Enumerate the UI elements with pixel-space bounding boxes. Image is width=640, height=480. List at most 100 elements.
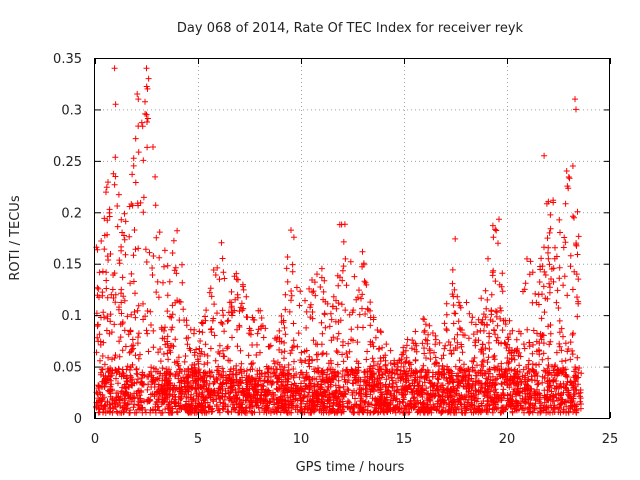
data-point: [228, 309, 235, 315]
data-point: [101, 361, 108, 368]
data-point: [408, 345, 415, 352]
data-point: [297, 288, 304, 295]
data-point: [548, 276, 554, 282]
data-point: [429, 393, 436, 400]
data-point: [364, 409, 371, 416]
data-point: [410, 395, 417, 402]
data-point: [220, 406, 227, 413]
data-point: [169, 393, 176, 400]
data-point: [548, 266, 555, 272]
data-point: [169, 250, 176, 256]
data-point: [563, 168, 570, 174]
data-point: [162, 341, 169, 348]
data-point: [173, 270, 180, 277]
data-point: [569, 351, 576, 358]
data-point: [557, 409, 564, 416]
data-point: [124, 313, 131, 320]
data-point: [445, 339, 452, 345]
data-point: [527, 408, 534, 415]
data-point: [282, 376, 289, 383]
data-point: [487, 370, 493, 377]
data-point: [461, 403, 468, 410]
data-point: [180, 306, 187, 313]
data-point: [115, 380, 121, 387]
data-point: [300, 394, 306, 401]
data-point: [469, 358, 475, 364]
data-point: [567, 339, 574, 346]
data-point: [564, 292, 571, 299]
data-point: [294, 409, 301, 416]
data-point: [452, 310, 459, 317]
data-point: [284, 387, 291, 394]
data-point: [577, 389, 584, 396]
data-point: [233, 362, 240, 369]
data-point: [403, 342, 410, 349]
data-point: [135, 302, 142, 309]
data-point: [224, 408, 231, 415]
x-tick-label: 0: [91, 432, 99, 447]
data-point: [562, 200, 569, 207]
data-point: [268, 365, 275, 372]
data-point: [266, 343, 273, 350]
data-point: [540, 350, 547, 357]
data-point: [535, 301, 542, 308]
data-point: [378, 386, 385, 393]
data-point: [207, 285, 214, 292]
data-point: [212, 392, 218, 399]
data-point: [195, 360, 202, 367]
data-point: [154, 389, 161, 396]
data-point: [169, 302, 176, 309]
data-point: [162, 324, 168, 331]
data-point: [188, 384, 195, 391]
data-point: [126, 367, 133, 373]
data-point: [230, 379, 237, 386]
data-point: [491, 327, 498, 334]
data-point: [309, 289, 316, 296]
data-point: [183, 317, 190, 324]
data-point: [338, 409, 345, 416]
data-point: [360, 324, 366, 331]
data-point: [105, 179, 111, 186]
data-point: [290, 234, 297, 241]
data-point: [153, 366, 159, 373]
chart-title: Day 068 of 2014, Rate Of TEC Index for r…: [177, 21, 524, 36]
data-point: [112, 154, 119, 161]
data-point: [237, 347, 244, 354]
data-point: [547, 338, 554, 345]
data-point: [183, 322, 190, 329]
data-point: [221, 328, 228, 335]
data-point: [466, 310, 473, 317]
data-point: [309, 393, 316, 400]
data-point: [522, 280, 529, 287]
data-point: [150, 327, 157, 334]
data-point: [96, 294, 102, 301]
data-point: [409, 389, 416, 396]
data-point: [345, 387, 352, 394]
data-point: [314, 271, 320, 278]
data-point: [122, 251, 129, 258]
data-point: [276, 335, 283, 342]
data-point: [197, 338, 204, 344]
data-point: [227, 380, 234, 387]
data-point: [149, 265, 156, 271]
data-point: [455, 299, 462, 306]
data-point: [570, 395, 577, 402]
data-point: [177, 402, 184, 409]
data-point: [184, 408, 191, 415]
data-point: [461, 332, 468, 339]
data-point: [525, 376, 532, 383]
data-point: [106, 213, 113, 220]
data-point: [440, 352, 447, 359]
data-point: [489, 222, 496, 229]
data-point: [324, 397, 331, 404]
data-point: [492, 365, 499, 372]
data-point: [241, 368, 248, 375]
data-point: [184, 386, 191, 393]
data-point: [524, 396, 531, 403]
data-point: [103, 189, 109, 196]
data-point: [328, 360, 335, 367]
data-point: [173, 408, 180, 415]
data-point: [532, 400, 539, 407]
data-point: [545, 355, 552, 362]
data-point: [263, 363, 270, 370]
